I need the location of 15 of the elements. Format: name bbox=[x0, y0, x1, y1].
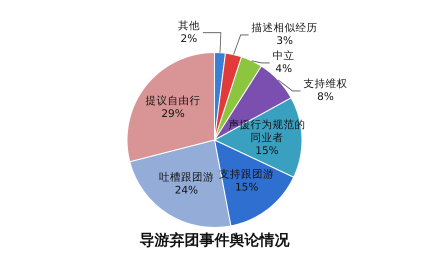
slice-label: 吐槽跟团游 bbox=[158, 170, 214, 184]
slice-label: 中立 bbox=[272, 49, 295, 62]
data-label: 3% bbox=[276, 35, 293, 48]
slice-label: 支持维权 bbox=[303, 77, 348, 90]
data-label: 15% bbox=[235, 182, 258, 194]
text: 导游弃团事件舆论情况 bbox=[140, 230, 290, 249]
data-label: 15% bbox=[255, 145, 279, 158]
slice-label: 描述相似经历 bbox=[252, 21, 318, 34]
data-label: 29% bbox=[161, 108, 185, 120]
data-label: 4% bbox=[275, 63, 292, 76]
data-label: 8% bbox=[317, 91, 334, 104]
data-label: 2% bbox=[180, 32, 198, 45]
slice-label: 提议自由行 bbox=[146, 94, 201, 108]
data-label: 24% bbox=[174, 184, 198, 197]
slice-label: 其他 bbox=[178, 18, 200, 32]
